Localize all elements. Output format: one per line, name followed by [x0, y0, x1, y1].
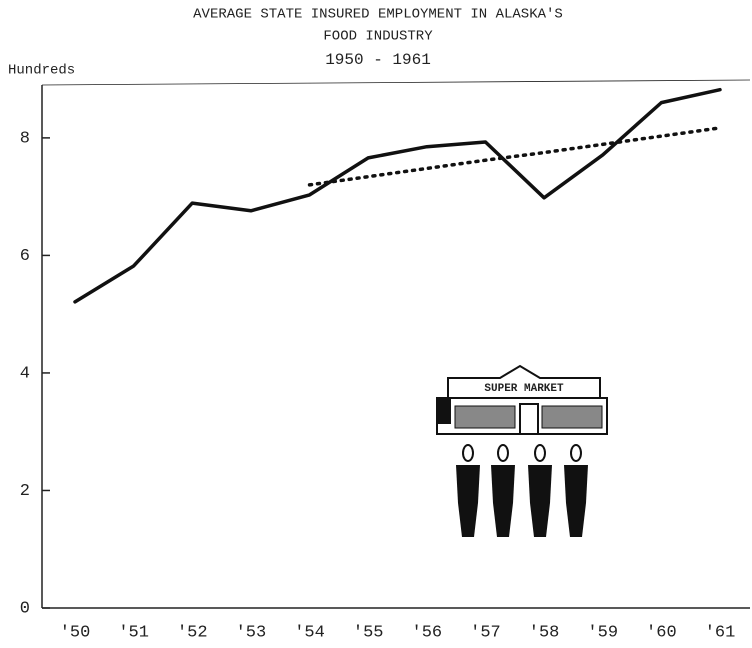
supermarket-illustration: SUPER MARKET [437, 366, 607, 537]
y-tick-label: 8 [20, 129, 30, 148]
data-line [75, 90, 720, 302]
chart-title: AVERAGE STATE INSURED EMPLOYMENT IN ALAS… [193, 7, 563, 23]
x-tick-label: '51 [118, 623, 149, 642]
chart-title: 1950 - 1961 [325, 51, 431, 69]
x-tick-label: '55 [353, 623, 384, 642]
chart: AVERAGE STATE INSURED EMPLOYMENT IN ALAS… [0, 0, 752, 648]
x-tick-label: '53 [236, 623, 267, 642]
y-tick-label: 0 [20, 599, 30, 618]
x-tick-label: '60 [646, 623, 677, 642]
illustration-label: SUPER MARKET [484, 383, 564, 395]
y-tick-label: 4 [20, 364, 30, 383]
x-tick-label: '54 [294, 623, 325, 642]
chart-title: FOOD INDUSTRY [323, 29, 433, 45]
x-tick-label: '56 [412, 623, 443, 642]
x-tick-label: '50 [60, 623, 91, 642]
x-tick-label: '57 [470, 623, 501, 642]
x-tick-label: '59 [587, 623, 618, 642]
y-tick-label: 2 [20, 482, 30, 501]
y-tick-label: 6 [20, 247, 30, 266]
x-tick-label: '58 [529, 623, 560, 642]
x-tick-label: '52 [177, 623, 208, 642]
y-axis-label: Hundreds [8, 63, 75, 79]
axes [42, 80, 750, 608]
x-tick-label: '61 [705, 623, 736, 642]
